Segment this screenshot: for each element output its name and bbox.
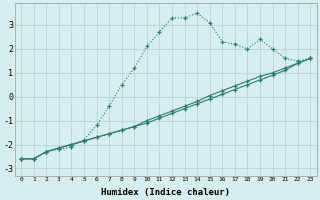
X-axis label: Humidex (Indice chaleur): Humidex (Indice chaleur) [101,188,230,197]
